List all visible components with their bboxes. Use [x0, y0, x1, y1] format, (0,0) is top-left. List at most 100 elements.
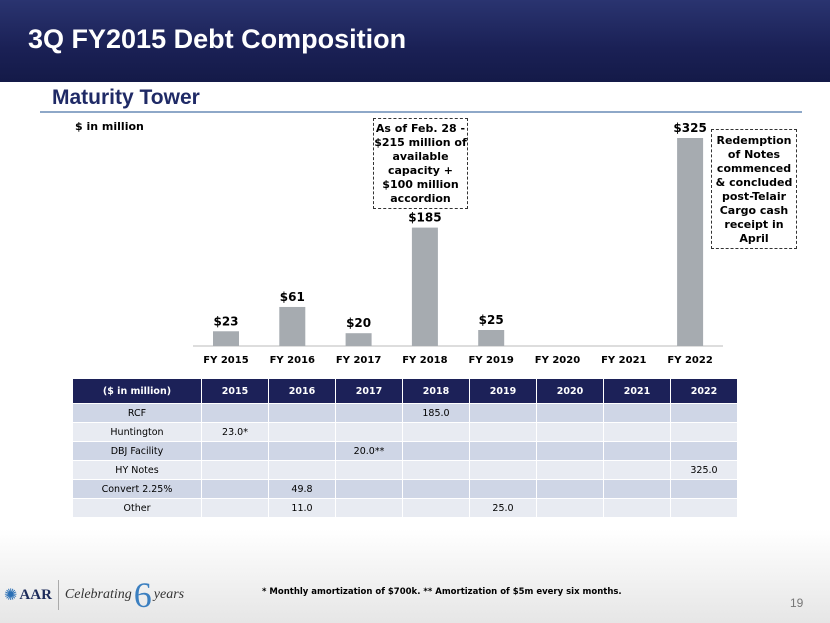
page-number: 19 — [790, 596, 804, 610]
table-cell — [335, 403, 403, 423]
table-cell — [335, 422, 403, 442]
data-label: $185 — [408, 211, 441, 225]
table-header-cell: 2020 — [536, 378, 604, 404]
x-tick-label: FY 2015 — [203, 355, 248, 366]
table-cell — [670, 441, 738, 461]
table-header-cell: 2015 — [201, 378, 269, 404]
footnote: * Monthly amortization of $700k. ** Amor… — [262, 587, 622, 597]
table-header-cell: 2021 — [603, 378, 671, 404]
bar-chart: $23 FY 2015 $61 FY 2016 $20 FY 2017 $185 FY 201… — [193, 121, 723, 366]
table-cell — [201, 460, 269, 480]
table-cell — [536, 460, 604, 480]
table-cell — [603, 441, 671, 461]
logo-text: Celebrating — [64, 587, 132, 602]
table-cell — [201, 441, 269, 461]
table-cell — [469, 403, 537, 423]
table-header-cell: 2016 — [268, 378, 336, 404]
bar — [213, 331, 239, 346]
x-tick-label: FY 2020 — [535, 355, 580, 366]
bar — [411, 227, 438, 346]
table-header-cell: ($ in million) — [72, 378, 202, 404]
table-cell: 25.0 — [469, 498, 537, 518]
table-row: Convert 2.25% 49.8 — [72, 479, 738, 499]
table-row: Other 11.0 25.0 — [72, 498, 738, 518]
table-cell — [335, 498, 403, 518]
table-cell — [335, 460, 403, 480]
table-cell — [536, 479, 604, 499]
table-cell — [469, 422, 537, 442]
table-header-cell: 2022 — [670, 378, 738, 404]
x-tick-label: FY 2022 — [667, 355, 712, 366]
annotation-redemption: Redemption of Notes commenced & conclude… — [711, 129, 797, 249]
header-banner: 3Q FY2015 Debt Composition — [0, 0, 830, 82]
table-cell: 23.0* — [201, 422, 269, 442]
table-header-cell: 2018 — [402, 378, 470, 404]
table-cell — [201, 403, 269, 423]
table-cell — [670, 422, 738, 442]
table-cell — [268, 403, 336, 423]
table-cell: HY Notes — [72, 460, 202, 480]
bar — [478, 330, 505, 346]
table-cell — [268, 441, 336, 461]
logo-years: years — [153, 587, 185, 602]
y-unit-label: $ in million — [75, 120, 144, 133]
table-cell — [469, 460, 537, 480]
table-cell — [402, 460, 470, 480]
table-cell: 49.8 — [268, 479, 336, 499]
table-cell — [603, 479, 671, 499]
table-cell — [670, 498, 738, 518]
table-cell — [536, 422, 604, 442]
x-tick-label: FY 2017 — [336, 355, 381, 366]
table-cell — [268, 460, 336, 480]
table-row: RCF 185.0 — [72, 403, 738, 423]
table-cell — [201, 479, 269, 499]
x-tick-label: FY 2021 — [601, 355, 646, 366]
table-cell — [536, 498, 604, 518]
table-cell: Other — [72, 498, 202, 518]
logo-brand: AAR — [19, 586, 52, 603]
table-cell — [268, 422, 336, 442]
data-label: $325 — [673, 121, 706, 135]
bar — [677, 138, 704, 346]
table-cell: 185.0 — [402, 403, 470, 423]
table-cell — [469, 441, 537, 461]
debt-table: ($ in million) 2015 2016 2017 2018 2019 2020 20… — [72, 378, 738, 518]
table-header-cell: 2017 — [335, 378, 403, 404]
table-cell — [469, 479, 537, 499]
table-row: HY Notes 325.0 — [72, 460, 738, 480]
data-label: $61 — [280, 290, 305, 304]
section-title: Maturity Tower — [52, 86, 200, 109]
table-cell: RCF — [72, 403, 202, 423]
logo-mark-icon: ✺ — [4, 587, 18, 604]
annotation-capacity: As of Feb. 28 - $215 million of availabl… — [373, 118, 468, 209]
bar — [279, 306, 306, 346]
table-cell — [603, 403, 671, 423]
data-label: $23 — [213, 314, 238, 328]
table-cell: Huntington — [72, 422, 202, 442]
table-cell — [402, 498, 470, 518]
divider — [40, 111, 802, 113]
logo-six: 6 — [133, 575, 152, 615]
table-cell — [670, 403, 738, 423]
x-tick-label: FY 2016 — [270, 355, 315, 366]
table-cell — [670, 479, 738, 499]
table-cell — [603, 498, 671, 518]
x-tick-label: FY 2018 — [402, 355, 447, 366]
data-label: $20 — [346, 316, 371, 330]
table-cell: 325.0 — [670, 460, 738, 480]
table-cell — [201, 498, 269, 518]
aar-logo: ✺ AAR Celebrating 6 years — [4, 575, 184, 615]
table-cell — [402, 479, 470, 499]
table-header-cell: 2019 — [469, 378, 537, 404]
page-title: 3Q FY2015 Debt Composition — [28, 24, 407, 54]
table-cell — [402, 422, 470, 442]
table-cell: 11.0 — [268, 498, 336, 518]
table-cell — [335, 479, 403, 499]
table-cell — [402, 441, 470, 461]
table-cell — [603, 460, 671, 480]
table-cell: Convert 2.25% — [72, 479, 202, 499]
x-tick-label: FY 2019 — [469, 355, 514, 366]
table-row: DBJ Facility 20.0** — [72, 441, 738, 461]
table-row: Huntington 23.0* — [72, 422, 738, 442]
table-cell: 20.0** — [335, 441, 403, 461]
